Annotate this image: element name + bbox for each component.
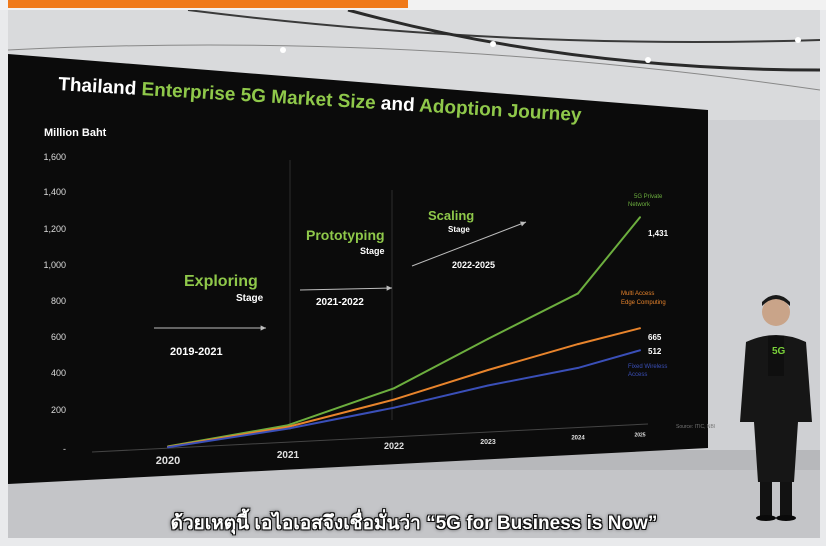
data-point bbox=[639, 216, 641, 218]
x-tick-label: 2022 bbox=[384, 441, 404, 451]
y-tick-label: 1,200 bbox=[43, 224, 66, 234]
y-tick-label: 800 bbox=[51, 296, 66, 306]
data-point bbox=[487, 369, 489, 371]
stage-sub: Stage bbox=[360, 246, 385, 256]
y-tick-label: 1,600 bbox=[43, 152, 66, 162]
y-tick-label: - bbox=[63, 444, 66, 454]
series-value-label: 512 bbox=[648, 347, 662, 356]
chart-screen: Thailand Enterprise 5G Market Size and A… bbox=[8, 10, 820, 538]
stage-years: 2019-2021 bbox=[170, 346, 223, 358]
data-point bbox=[577, 292, 579, 294]
subtitle-caption: ด้วยเหตุนี้ เอไอเอสจึงเชื่อมั่นว่า “5G f… bbox=[8, 508, 820, 538]
event-stage: Thailand Enterprise 5G Market Size and A… bbox=[8, 10, 820, 538]
data-point bbox=[487, 338, 489, 340]
x-tick-label: 2025 bbox=[634, 432, 645, 438]
y-tick-label: 200 bbox=[51, 405, 66, 415]
series-value-label: 665 bbox=[648, 333, 662, 342]
presenter: 5G bbox=[736, 292, 816, 522]
x-tick-label: 2024 bbox=[571, 436, 585, 442]
x-tick-label: 2023 bbox=[480, 439, 496, 446]
stage-name: Prototyping bbox=[306, 227, 385, 243]
series-name-label: 5G Private bbox=[634, 194, 663, 200]
y-tick-label: 1,400 bbox=[43, 187, 66, 197]
series-name-label: Fixed Wireless bbox=[628, 364, 667, 370]
x-tick-label: 2020 bbox=[156, 455, 180, 467]
data-point bbox=[167, 446, 169, 448]
stage-sub: Stage bbox=[236, 293, 264, 304]
series-name-label: Network bbox=[628, 202, 651, 208]
data-point bbox=[393, 387, 395, 389]
stage-name: Exploring bbox=[184, 273, 258, 290]
data-point bbox=[287, 428, 289, 430]
y-axis-label: Million Baht bbox=[44, 127, 107, 139]
y-tick-label: 400 bbox=[51, 368, 66, 378]
data-point bbox=[577, 343, 579, 345]
data-point bbox=[393, 399, 395, 401]
series-value-label: 1,431 bbox=[648, 229, 669, 238]
chart-board bbox=[8, 54, 708, 484]
series-name-label: Access bbox=[628, 372, 647, 378]
stage-years: 2021-2022 bbox=[316, 297, 364, 308]
stage-name: Scaling bbox=[428, 208, 474, 223]
svg-text:5G: 5G bbox=[772, 346, 786, 357]
y-tick-label: 1,000 bbox=[43, 260, 66, 270]
data-point bbox=[487, 385, 489, 387]
x-tick-label: 2021 bbox=[277, 450, 300, 461]
series-name-label: Edge Computing bbox=[621, 300, 666, 306]
accent-bar bbox=[8, 0, 408, 8]
y-tick-label: 600 bbox=[51, 332, 66, 342]
title-part: and bbox=[380, 93, 420, 116]
data-point bbox=[639, 349, 641, 351]
series-name-label: Multi Access bbox=[621, 291, 654, 297]
stage-years: 2022-2025 bbox=[452, 260, 495, 270]
source-note: Source: ITIC, NBI bbox=[676, 424, 715, 430]
data-point bbox=[577, 367, 579, 369]
data-point bbox=[639, 327, 641, 329]
stage-sub: Stage bbox=[448, 225, 470, 234]
data-point bbox=[393, 407, 395, 409]
